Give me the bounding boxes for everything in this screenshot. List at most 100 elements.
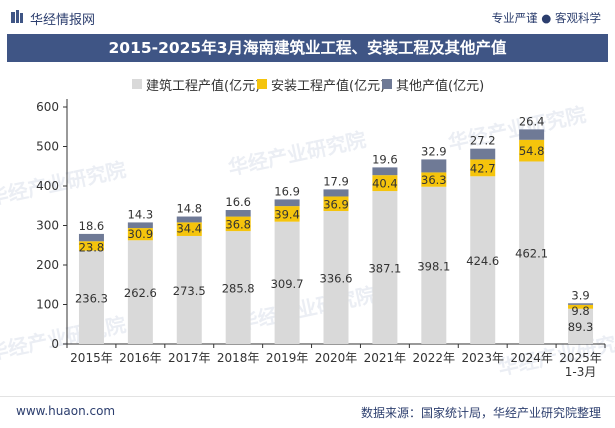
data-label-series-2: 19.6 [372,152,398,166]
bar-segment-series-2 [78,233,104,242]
brand-tagline: 专业严谨 ● 客观科学 [491,11,601,25]
legend-label-construction: 建筑工程产值(亿元) [146,79,261,94]
bar-segment-series-0 [225,231,251,344]
x-tick-label: 2020年 [315,351,358,365]
bar-segment-series-0 [470,176,496,344]
data-label-series-1: 54.8 [519,144,545,158]
data-label-series-1: 39.4 [274,207,300,221]
bar-segment-series-2 [421,159,447,173]
data-label-series-1: 23.8 [79,240,105,254]
data-label-series-2: 3.9 [571,288,589,302]
x-tick-label: 2018年 [217,351,260,365]
bar-segment-series-1 [323,196,349,212]
data-label-series-2: 26.4 [519,114,545,128]
bar-segment-series-1 [274,206,300,222]
chart-title: 2015-2025年3月海南建筑业工程、安装工程及其他产值 [7,34,608,62]
data-label-series-2: 14.3 [128,207,154,221]
y-tick-label: 500 [36,140,59,154]
y-tick-label: 0 [51,337,59,351]
data-label-series-0: 236.3 [75,291,108,305]
footer-data-source: 数据来源：国家统计局，华经产业研究院整理 [360,406,601,420]
data-label-series-1: 30.9 [128,227,154,241]
data-label-series-2: 17.9 [323,174,349,188]
bar-segment-series-1 [127,228,153,241]
bar-segment-series-2 [323,189,349,197]
bar-segment-series-2 [519,129,545,140]
bar-segment-series-0 [78,250,104,344]
brand-logo-icon [11,10,23,23]
data-label-series-0: 262.6 [124,286,157,300]
bar-segment-series-2 [274,199,300,207]
bar-segment-series-1 [78,241,104,251]
bar-segment-series-1 [470,159,496,177]
bar-segment-series-0 [568,308,594,344]
data-label-series-1: 36.8 [225,217,251,231]
bar-segment-series-0 [323,211,349,344]
bar-segment-series-2 [470,148,496,160]
x-tick-label: 2021年 [364,351,407,365]
data-label-series-1: 9.8 [571,304,589,318]
watermark-text: 华经产业研究院 [446,102,588,155]
data-label-series-0: 309.7 [271,277,304,291]
x-tick-label: 2017年 [168,351,211,365]
y-tick-label: 300 [36,219,59,233]
footer-site-url[interactable]: www.huaon.com [16,404,116,418]
bar-segment-series-1 [519,139,545,162]
legend-swatch-construction [132,79,142,89]
bar-segment-series-1 [176,222,202,236]
watermark-text: 华经产业研究院 [236,282,378,335]
x-tick-label: 2023年 [461,351,504,365]
data-label-series-2: 16.9 [274,184,300,198]
bar-segment-series-2 [127,222,153,229]
x-tick-label: 2025年 [559,351,602,365]
header-bar: 华经情报网 专业严谨 ● 客观科学 [0,0,615,34]
y-tick-label: 100 [36,298,59,312]
x-tick-label: 2016年 [119,351,162,365]
x-tick-label: 2022年 [413,351,456,365]
bar-segment-series-2 [176,216,202,223]
data-label-series-1: 36.3 [421,173,447,187]
data-label-series-2: 27.2 [470,134,496,148]
bar-segment-series-1 [421,172,447,187]
bar-segment-series-2 [225,210,251,217]
bar-segment-series-0 [372,191,398,344]
data-label-series-0: 398.1 [417,259,450,273]
bar-segment-series-0 [127,240,153,344]
bar-segment-series-1 [568,304,594,309]
y-tick-label: 600 [36,100,59,114]
watermark-text: 华经产业研究院 [226,127,368,180]
data-label-series-0: 424.6 [466,254,499,268]
data-label-series-0: 285.8 [222,282,255,296]
bar-segment-series-1 [225,216,251,232]
legend-swatch-other [382,79,392,89]
data-label-series-2: 16.6 [225,195,251,209]
data-label-series-1: 34.4 [176,221,202,235]
chart-plot: 华经产业研究院 华经产业研究院华经产业研究院华经产业研究院华经产业研究院华经产业研… [0,99,615,380]
data-label-series-0: 89.3 [568,320,594,334]
data-label-series-0: 387.1 [368,262,401,276]
bar-segment-series-2 [568,303,594,305]
data-label-series-0: 336.6 [320,272,353,286]
data-label-series-2: 18.6 [79,219,105,233]
bar-segment-series-0 [176,235,202,344]
bar-segment-series-0 [519,161,545,344]
bar-segment-series-0 [274,221,300,344]
legend-label-installation: 安装工程产值(亿元) [271,79,386,94]
data-label-series-2: 32.9 [421,144,447,158]
x-tick-label: 2015年 [70,351,113,365]
bar-segment-series-1 [372,175,398,192]
watermark-text: 华经产业研究院 [0,157,128,210]
chart-legend: 建筑工程产值(亿元) 安装工程产值(亿元) 其他产值(亿元) [0,74,615,94]
data-label-series-1: 40.4 [372,177,398,191]
data-label-series-2: 14.8 [176,202,202,216]
x-tick-label: 2024年 [510,351,553,365]
data-label-series-1: 42.7 [470,161,496,175]
data-label-series-0: 273.5 [173,284,206,298]
legend-swatch-installation [257,79,267,89]
data-label-series-1: 36.9 [323,197,349,211]
x-tick-label: 1-3月 [565,365,597,379]
x-tick-label: 2019年 [266,351,309,365]
legend-label-other: 其他产值(亿元) [396,79,485,94]
y-tick-label: 200 [36,258,59,272]
y-tick-label: 400 [36,179,59,193]
